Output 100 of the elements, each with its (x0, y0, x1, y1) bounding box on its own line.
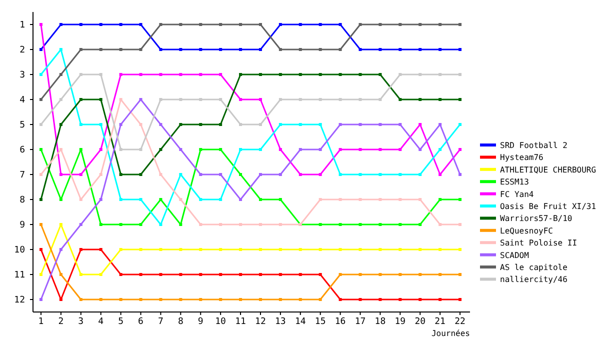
point (298, 48, 302, 51)
point (219, 198, 222, 201)
point (378, 198, 382, 201)
point (458, 198, 462, 201)
point (398, 148, 402, 151)
point (179, 248, 182, 251)
point (119, 98, 122, 101)
point (79, 48, 82, 51)
point (179, 198, 182, 201)
point (159, 248, 162, 251)
point (159, 98, 162, 101)
point (79, 248, 82, 251)
legend-label: Oasis Be Fruit XI/31 (500, 202, 596, 211)
point (99, 223, 102, 226)
point (59, 248, 62, 251)
point (39, 298, 42, 301)
point (59, 73, 62, 76)
point (378, 173, 382, 176)
point (258, 48, 262, 51)
point (59, 173, 62, 176)
point (219, 48, 222, 51)
point (139, 223, 142, 226)
point (398, 298, 402, 301)
x-tick-label: 17 (354, 317, 366, 327)
legend-label: nalliercity/46 (500, 275, 568, 284)
x-tick-label: 19 (394, 317, 406, 327)
legend-label: LeQuesnoyFC (500, 226, 554, 236)
point (219, 73, 222, 76)
point (278, 23, 282, 26)
point (338, 223, 342, 226)
point (239, 173, 242, 176)
point (239, 23, 242, 26)
point (39, 98, 42, 101)
point (99, 173, 102, 176)
x-tick-label: 12 (255, 317, 266, 327)
legend-label: AS le capitole (500, 263, 568, 272)
point (378, 73, 382, 76)
point (79, 148, 82, 151)
x-tick-label: 11 (235, 317, 246, 327)
point (298, 298, 302, 301)
x-tick-label: 2 (58, 317, 64, 327)
point (318, 123, 322, 126)
point (239, 273, 242, 276)
point (378, 223, 382, 226)
point (159, 198, 162, 201)
point (418, 273, 422, 276)
point (278, 273, 282, 276)
point (358, 98, 362, 101)
point (59, 98, 62, 101)
point (39, 198, 42, 201)
line-series (39, 23, 462, 176)
point (278, 298, 282, 301)
point (99, 148, 102, 151)
point (398, 48, 402, 51)
point (119, 23, 122, 26)
point (418, 148, 422, 151)
point (438, 198, 442, 201)
point (398, 248, 402, 251)
point (378, 23, 382, 26)
point (318, 273, 322, 276)
point (298, 273, 302, 276)
y-tick-label: 11 (14, 270, 25, 280)
point (278, 248, 282, 251)
point (278, 223, 282, 226)
point (338, 23, 342, 26)
point (99, 298, 102, 301)
point (119, 48, 122, 51)
point (139, 73, 142, 76)
point (338, 48, 342, 51)
point (99, 198, 102, 201)
point (258, 148, 262, 151)
x-tick-label: 9 (198, 317, 204, 327)
point (318, 23, 322, 26)
point (199, 298, 202, 301)
point (258, 173, 262, 176)
point (199, 23, 202, 26)
point (438, 148, 442, 151)
point (79, 173, 82, 176)
x-tick-label: 16 (334, 317, 346, 327)
point (99, 248, 102, 251)
point (219, 273, 222, 276)
point (438, 273, 442, 276)
point (179, 223, 182, 226)
point (199, 198, 202, 201)
point (438, 23, 442, 26)
point (438, 173, 442, 176)
x-tick-label: 10 (215, 317, 226, 327)
x-tick-label: 18 (374, 317, 386, 327)
point (438, 248, 442, 251)
line-series (39, 48, 462, 226)
y-tick-label: 6 (20, 146, 25, 156)
x-tick-label: 5 (118, 317, 124, 327)
point (179, 173, 182, 176)
point (418, 48, 422, 51)
point (278, 148, 282, 151)
point (39, 273, 42, 276)
point (219, 98, 222, 101)
point (139, 273, 142, 276)
point (159, 298, 162, 301)
point (298, 248, 302, 251)
